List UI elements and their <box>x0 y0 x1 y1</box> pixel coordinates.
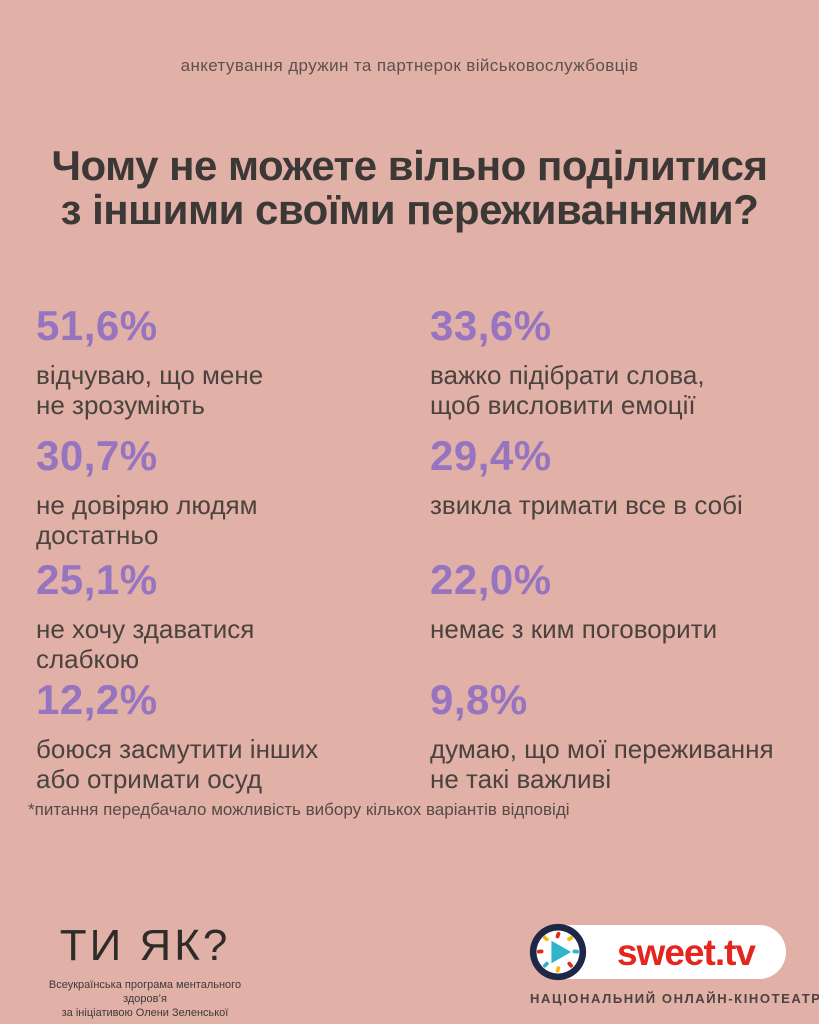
stat-label-line: думаю, що мої переживання <box>430 734 774 764</box>
stat-label-line: слабкою <box>36 644 140 674</box>
stat-label: важко підібрати слова, щоб висловити емо… <box>430 360 815 420</box>
stat-hard-to-find-words: 33,6% важко підібрати слова, щоб вислови… <box>430 302 815 420</box>
stat-label-line: не такі важливі <box>430 764 612 794</box>
stat-label-line: звикла тримати все в собі <box>430 490 743 520</box>
stat-label-line: достатньо <box>36 520 159 550</box>
sweettv-pill: sweet.tv <box>529 923 786 981</box>
stat-label: не довіряю людям достатньо <box>36 490 421 550</box>
stat-keep-everything-inside: 29,4% звикла тримати все в собі <box>430 432 815 520</box>
stat-value: 51,6% <box>36 302 158 349</box>
tiyak-logo: ТИ ЯК? <box>59 921 231 970</box>
tiyak-logo-block: ТИ ЯК? Всеукраїнська програма ментальног… <box>30 922 260 1020</box>
stat-dont-want-to-seem-weak: 25,1% не хочу здаватися слабкою <box>36 556 421 674</box>
survey-caption: анкетування дружин та партнерок військов… <box>180 56 639 75</box>
stat-label: думаю, що мої переживання не такі важлив… <box>430 734 815 794</box>
stat-label-line: немає з ким поговорити <box>430 614 718 644</box>
multi-choice-footnote: *питання передбачало можливість вибору к… <box>28 800 570 819</box>
sweettv-logo-block: sweet.tv НАЦІОНАЛЬНИЙ ОНЛАЙН-КІНОТЕАТР <box>529 923 819 1006</box>
stat-label-line: відчуваю, що мене <box>36 360 264 390</box>
stat-value: 22,0% <box>430 556 552 603</box>
stat-value: 30,7% <box>36 432 158 479</box>
tiyak-tagline-line: Всеукраїнська програма ментального здоро… <box>48 979 242 1005</box>
stat-value: 12,2% <box>36 676 158 723</box>
stat-label-line: не хочу здаватися <box>36 614 255 644</box>
stat-label-line: боюся засмутити інших <box>36 734 319 764</box>
sweettv-tagline: НАЦІОНАЛЬНИЙ ОНЛАЙН-КІНОТЕАТР <box>530 991 819 1006</box>
stat-label-line: або отримати осуд <box>36 764 263 794</box>
stat-value: 25,1% <box>36 556 158 603</box>
tiyak-tagline: Всеукраїнська програма ментального здоро… <box>30 978 260 1020</box>
stat-label-line: не довіряю людям <box>36 490 258 520</box>
page-title: Чому не можете вільно поділитися з іншим… <box>0 144 819 232</box>
stat-label: немає з ким поговорити <box>430 614 815 644</box>
stat-label: боюся засмутити інших або отримати осуд <box>36 734 421 794</box>
stat-dont-trust-people: 30,7% не довіряю людям достатньо <box>36 432 421 550</box>
stat-feelings-not-important: 9,8% думаю, що мої переживання не такі в… <box>430 676 815 794</box>
stat-label: не хочу здаватися слабкою <box>36 614 421 674</box>
title-line-2: з іншими своїми переживаннями? <box>60 186 759 233</box>
stat-label-line: щоб висловити емоції <box>430 390 696 420</box>
stat-value: 33,6% <box>430 302 552 349</box>
tiyak-tagline-line: за ініціативою Олени Зеленської <box>61 1007 229 1019</box>
donut-play-icon <box>529 923 587 981</box>
stat-value: 29,4% <box>430 432 552 479</box>
stat-afraid-to-upset: 12,2% боюся засмутити інших або отримати… <box>36 676 421 794</box>
stat-label: звикла тримати все в собі <box>430 490 815 520</box>
stat-value: 9,8% <box>430 676 528 723</box>
stat-label-line: важко підібрати слова, <box>430 360 705 390</box>
stat-no-one-to-talk-to: 22,0% немає з ким поговорити <box>430 556 815 644</box>
stat-feel-misunderstood: 51,6% відчуваю, що мене не зрозуміють <box>36 302 421 420</box>
sprinkles <box>536 931 580 973</box>
stat-label: відчуваю, що мене не зрозуміють <box>36 360 421 420</box>
sweettv-wordmark: sweet.tv <box>616 932 756 973</box>
stat-label-line: не зрозуміють <box>36 390 205 420</box>
title-line-1: Чому не можете вільно поділитися <box>51 142 768 189</box>
play-icon <box>551 940 572 964</box>
